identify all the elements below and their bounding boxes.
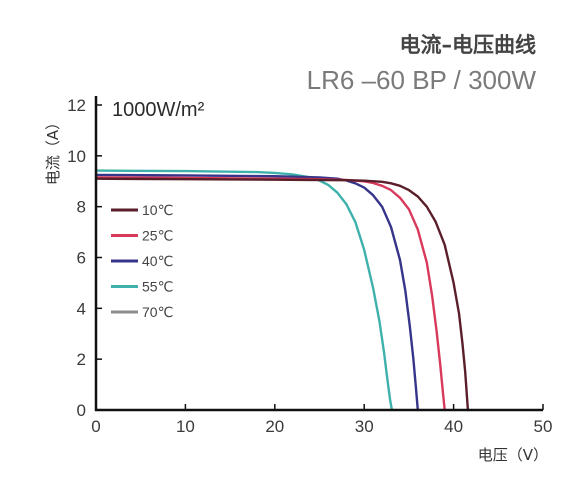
series-line-55c <box>94 169 394 412</box>
legend-label: 70℃ <box>142 304 173 320</box>
y-tick-label: 6 <box>77 249 86 268</box>
axis-ticks: 0 10 20 30 40 50 0 2 4 6 8 10 12 <box>67 96 552 436</box>
y-tick-label: 4 <box>77 299 86 318</box>
axes <box>94 96 543 412</box>
series-line-40c <box>94 173 419 412</box>
chart-title: 电流–电压曲线 <box>400 33 537 57</box>
legend-label: 40℃ <box>142 253 173 269</box>
y-tick-label: 10 <box>67 147 86 166</box>
legend-label: 10℃ <box>142 202 173 218</box>
y-tick-label: 2 <box>77 350 86 369</box>
series-line-10c <box>94 177 470 412</box>
legend-label: 55℃ <box>142 279 173 295</box>
legend: 10℃ 25℃ 40℃ 55℃ 70℃ <box>111 202 173 320</box>
irradiance-label: 1000W/m² <box>112 99 205 121</box>
y-tick-label: 12 <box>67 96 86 115</box>
y-axis-label-text: 电流（A） <box>44 115 62 185</box>
data-series <box>94 169 470 412</box>
x-tick-label: 50 <box>534 417 553 436</box>
y-tick-label: 8 <box>77 198 86 217</box>
chart-subtitle: LR6 –60 BP / 300W <box>307 65 537 95</box>
x-tick-label: 40 <box>444 417 463 436</box>
y-tick-label: 0 <box>77 401 86 420</box>
y-axis-label: 电流（A） <box>44 115 62 185</box>
legend-label: 25℃ <box>142 228 173 244</box>
x-tick-label: 10 <box>176 417 195 436</box>
x-tick-label: 0 <box>91 417 100 436</box>
x-tick-label: 30 <box>355 417 374 436</box>
x-tick-label: 20 <box>265 417 284 436</box>
x-axis-label: 电压（V） <box>478 446 548 464</box>
